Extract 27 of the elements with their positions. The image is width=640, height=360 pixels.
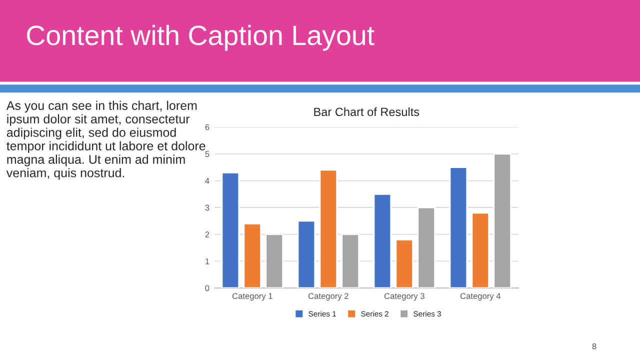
x-tick-label: Category 4 <box>460 293 501 301</box>
y-tick-label: 4 <box>205 178 210 184</box>
y-tick-label: 2 <box>205 232 210 238</box>
x-tick-label: Category 1 <box>232 293 272 301</box>
y-tick-label: 3 <box>205 204 210 211</box>
y-tick-label: 6 <box>205 124 210 130</box>
bar <box>221 172 240 288</box>
y-tick-label: 0 <box>205 285 210 292</box>
bar <box>297 220 316 288</box>
bar <box>265 234 284 288</box>
bar <box>449 166 468 288</box>
bar <box>373 193 392 288</box>
x-tick-label: Category 2 <box>308 293 348 301</box>
text: Content with Caption Layout <box>27 24 374 51</box>
bar <box>493 153 512 288</box>
bar <box>471 212 490 288</box>
chart-title: Bar Chart of Results <box>314 107 420 116</box>
text: 8 <box>592 343 596 350</box>
bar <box>395 239 414 288</box>
x-tick-label: Category 3 <box>384 293 424 301</box>
y-tick-label: 5 <box>205 151 210 157</box>
bar <box>341 234 360 288</box>
bar <box>243 222 262 288</box>
bar <box>319 169 338 288</box>
bar <box>417 206 436 288</box>
y-tick-label: 1 <box>206 258 210 264</box>
text: As you can see in this chart, lorem ipsum dolor sit amet, consectetur adipiscing elit, sed do eiusmod tempor incididunt ut labore et dolore magna aliqua. Ut enim ad minim veniam, quis nostrud. <box>6 100 206 180</box>
